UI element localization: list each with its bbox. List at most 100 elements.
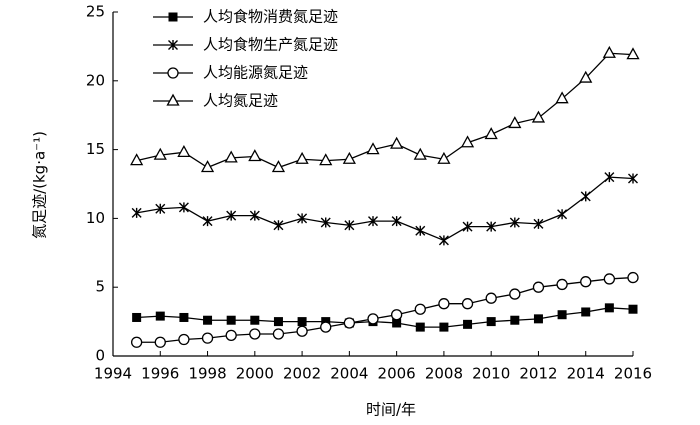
marker [437, 151, 451, 164]
x-tick-label: 1998 [188, 365, 226, 383]
marker [297, 317, 307, 327]
marker [580, 191, 591, 202]
marker [390, 136, 404, 149]
y-tick-label: 15 [86, 140, 105, 158]
legend-label: 人均食物生产氮足迹 [203, 36, 338, 54]
marker [320, 321, 332, 333]
y-tick-label: 20 [86, 71, 105, 89]
marker [510, 315, 520, 325]
marker [628, 304, 638, 314]
marker [627, 271, 639, 284]
marker [579, 70, 593, 83]
marker [154, 336, 166, 348]
marker [460, 135, 475, 148]
marker [557, 310, 567, 320]
marker [166, 93, 180, 106]
x-tick-label: 2004 [330, 365, 368, 383]
marker [485, 292, 497, 304]
marker [153, 147, 167, 160]
marker [178, 333, 190, 346]
marker [295, 151, 309, 164]
marker [344, 220, 355, 231]
marker [532, 281, 545, 293]
marker [508, 116, 522, 129]
marker [249, 210, 260, 221]
marker [131, 207, 142, 218]
x-tick-label: 2010 [472, 365, 510, 383]
marker [200, 160, 215, 173]
x-axis-label: 时间/年 [366, 401, 416, 419]
marker [603, 273, 616, 285]
marker [368, 216, 378, 227]
marker [273, 220, 284, 231]
marker [628, 173, 638, 184]
marker [533, 218, 544, 229]
marker [462, 221, 473, 232]
marker [155, 311, 165, 321]
marker [486, 317, 496, 327]
marker [273, 317, 283, 327]
marker [203, 315, 213, 325]
series-line [136, 176, 634, 242]
marker [486, 221, 497, 232]
x-tick-label: 2002 [283, 365, 321, 383]
marker [438, 235, 449, 246]
marker [581, 307, 591, 317]
marker [461, 298, 474, 310]
x-tick-label: 1996 [141, 365, 179, 383]
marker [225, 329, 237, 342]
marker [272, 328, 285, 340]
marker [168, 40, 178, 50]
marker [179, 312, 189, 322]
marker [226, 210, 237, 221]
x-tick-label: 2008 [425, 365, 463, 383]
marker [155, 203, 166, 214]
marker [201, 332, 214, 344]
marker [248, 149, 262, 162]
marker [343, 317, 356, 329]
marker [130, 153, 144, 166]
legend-label: 人均氮足迹 [203, 92, 278, 110]
marker [602, 45, 616, 58]
y-tick-label: 0 [95, 347, 105, 365]
marker [130, 336, 143, 348]
marker [271, 160, 286, 173]
marker [177, 145, 191, 158]
marker [414, 303, 426, 315]
marker [531, 110, 546, 123]
marker [415, 322, 425, 332]
y-axis-label: 氮足迹/(kg·a⁻¹) [31, 131, 49, 239]
marker [557, 209, 568, 220]
marker [626, 47, 640, 60]
marker [604, 303, 614, 313]
marker [484, 127, 498, 140]
series-line [136, 276, 634, 343]
marker [580, 276, 592, 288]
marker [439, 322, 449, 332]
marker [249, 328, 261, 340]
marker [226, 315, 236, 325]
x-tick-label: 2006 [378, 365, 416, 383]
x-tick-label: 2016 [614, 365, 652, 383]
marker [390, 309, 403, 321]
legend-label: 人均食物消费氮足迹 [203, 8, 338, 26]
marker [556, 278, 568, 291]
marker [509, 217, 520, 228]
marker [367, 313, 379, 325]
marker [319, 153, 333, 166]
marker [167, 67, 179, 79]
marker [366, 142, 380, 155]
marker [320, 217, 331, 228]
x-tick-label: 2014 [567, 365, 605, 383]
marker [132, 312, 142, 322]
marker [178, 202, 189, 213]
marker [463, 319, 473, 329]
marker [509, 288, 521, 300]
marker [555, 91, 569, 104]
marker [224, 150, 238, 163]
marker [342, 151, 356, 164]
marker [604, 172, 615, 183]
y-tick-label: 5 [95, 278, 105, 296]
y-tick-label: 10 [86, 209, 105, 227]
